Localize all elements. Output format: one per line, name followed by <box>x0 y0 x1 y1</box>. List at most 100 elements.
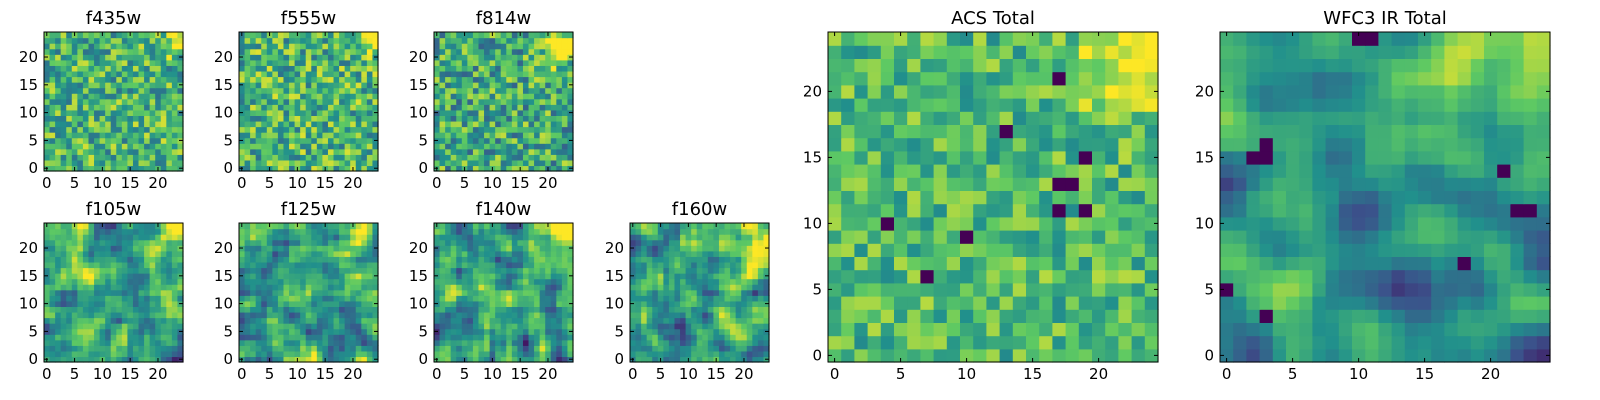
heatmap-cell <box>71 278 78 285</box>
heatmap-cell <box>277 339 285 346</box>
heatmap-cell <box>663 323 670 330</box>
heatmap-cell <box>702 356 709 363</box>
heatmap-cell <box>556 54 563 61</box>
heatmap-cell <box>556 148 563 155</box>
heatmap-cell <box>261 306 268 313</box>
heatmap-cell <box>561 339 569 346</box>
heatmap-cell <box>668 261 676 269</box>
heatmap-cell <box>166 159 173 167</box>
heatmap-cell <box>305 93 312 100</box>
heatmap-cell <box>127 70 134 78</box>
heatmap-cell <box>350 267 357 274</box>
heatmap-cell <box>561 261 569 269</box>
heatmap-cell <box>545 284 552 291</box>
heatmap-cell <box>166 143 173 150</box>
heatmap-cell <box>49 328 56 335</box>
heatmap-cell <box>986 335 1001 350</box>
heatmap-cell <box>730 273 737 280</box>
heatmap-cell <box>244 334 251 341</box>
heatmap-cell <box>171 339 179 346</box>
heatmap-cell <box>920 335 935 350</box>
heatmap-cell <box>166 132 173 139</box>
heatmap-cell <box>171 76 179 83</box>
y-tick-label: 15 <box>409 267 428 285</box>
heatmap-cell <box>71 143 78 150</box>
heatmap-cell <box>757 239 765 246</box>
heatmap-cell <box>166 306 173 313</box>
heatmap-cell <box>60 228 67 235</box>
heatmap-cell <box>116 273 123 280</box>
heatmap-cell <box>1052 269 1067 284</box>
heatmap-cell <box>350 278 357 285</box>
heatmap-cell <box>294 126 301 133</box>
heatmap-cell <box>528 295 535 302</box>
heatmap-cell <box>138 317 145 324</box>
heatmap-cell <box>841 322 855 337</box>
heatmap-cell <box>489 115 496 122</box>
heatmap-cell <box>528 245 535 252</box>
heatmap-cell <box>289 295 296 302</box>
heatmap-cell <box>138 93 145 100</box>
heatmap-cell <box>511 87 518 94</box>
heatmap-cell <box>456 82 463 89</box>
heatmap-cell <box>550 234 557 241</box>
heatmap-cell <box>867 348 882 363</box>
heatmap-cell <box>467 334 474 341</box>
heatmap-cell <box>361 93 368 100</box>
heatmap-cell <box>561 54 569 61</box>
heatmap-cell <box>445 284 452 291</box>
heatmap-cell <box>467 323 474 330</box>
heatmap-cell <box>685 317 692 324</box>
heatmap-cell <box>155 256 162 263</box>
heatmap-cell <box>461 228 468 235</box>
heatmap-cell <box>361 159 368 167</box>
heatmap-cell <box>506 104 513 111</box>
heatmap-cell <box>1065 216 1080 231</box>
heatmap-cell <box>116 70 123 78</box>
heatmap-cell <box>561 306 569 313</box>
heatmap-cell <box>289 234 296 241</box>
heatmap-cell <box>517 48 524 55</box>
heatmap-cell <box>713 295 720 302</box>
heatmap-cell <box>132 267 140 274</box>
heatmap-cell <box>60 295 67 302</box>
heatmap-cell <box>1026 348 1040 363</box>
heatmap-cell <box>266 70 273 78</box>
heatmap-cell <box>116 54 123 61</box>
heatmap-cell <box>94 234 101 241</box>
heatmap-cell <box>255 350 262 358</box>
heatmap-cell <box>539 295 546 302</box>
heatmap-cell <box>55 256 62 263</box>
heatmap-cell <box>339 98 346 105</box>
heatmap-cell <box>160 65 167 72</box>
heatmap-cell <box>434 334 441 341</box>
heatmap-cell <box>534 300 541 307</box>
heatmap-cell <box>880 348 895 363</box>
heatmap-cell <box>696 250 703 257</box>
heatmap-cell <box>556 295 563 302</box>
heatmap-cell <box>920 190 935 205</box>
heatmap-cell <box>680 256 687 263</box>
heatmap-cell <box>149 234 156 241</box>
heatmap-cell <box>272 300 279 307</box>
heatmap-cell <box>250 300 257 307</box>
heatmap-cell <box>707 295 714 302</box>
heatmap-cell <box>88 126 95 133</box>
heatmap-cell <box>630 239 637 246</box>
heatmap-cell <box>461 350 468 358</box>
heatmap-cell <box>121 273 128 280</box>
heatmap-cell <box>132 98 140 105</box>
heatmap-cell <box>674 223 681 230</box>
heatmap-cell <box>110 126 117 133</box>
heatmap-cell <box>327 76 335 83</box>
heatmap-cell <box>160 159 167 167</box>
heatmap-cell <box>355 48 362 55</box>
heatmap-cell <box>539 311 546 319</box>
heatmap-cell <box>261 278 268 285</box>
heatmap-cell <box>461 284 468 291</box>
heatmap-cell <box>244 32 251 39</box>
heatmap-cell <box>506 228 513 235</box>
heatmap-cell <box>973 230 987 244</box>
heatmap-cell <box>127 148 134 155</box>
heatmap-cell <box>311 300 318 307</box>
